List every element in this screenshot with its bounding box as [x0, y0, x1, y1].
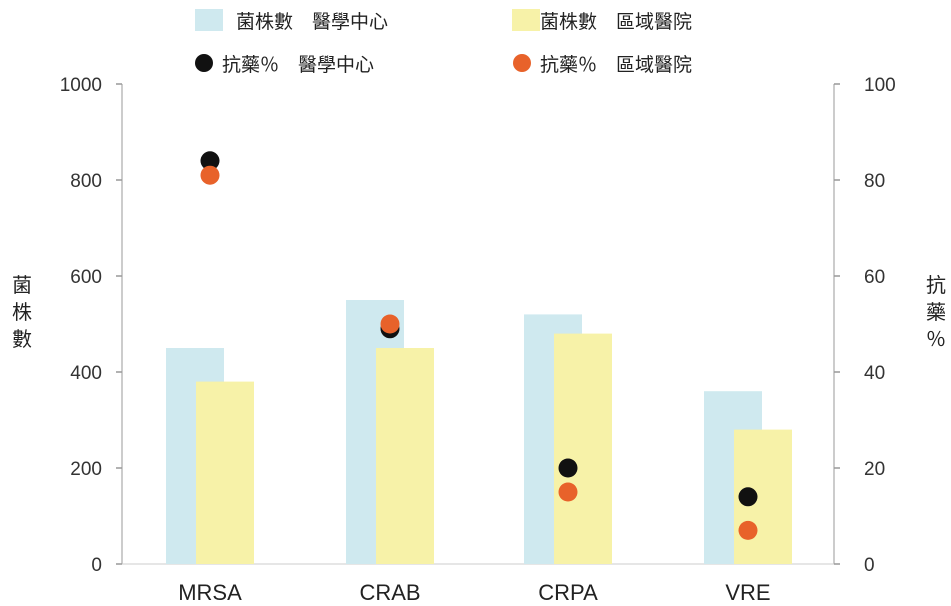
- right-tick-label: 80: [864, 171, 885, 192]
- bar-crpa-regional-hospital: [554, 333, 612, 564]
- point-crab-regional-hospital: [380, 314, 400, 334]
- legend-label-bar-medical-center: 菌株數 醫學中心: [236, 11, 388, 33]
- left-axis-ticks: 0 200 400 600 800 1000: [60, 75, 122, 576]
- right-tick-label: 0: [864, 555, 875, 576]
- left-tick-label: 600: [70, 267, 102, 288]
- point-crpa-regional-hospital: [558, 482, 578, 502]
- category-label: CRPA: [538, 580, 598, 605]
- legend-marker-point-regional-hospital: [513, 54, 531, 72]
- category-label: CRAB: [359, 580, 420, 605]
- point-crpa-medical-center: [558, 458, 578, 478]
- point-vre-medical-center: [738, 487, 758, 507]
- point-vre-regional-hospital: [738, 520, 758, 540]
- axis-title-char: 菌: [12, 273, 32, 297]
- left-tick-label: 400: [70, 363, 102, 384]
- bar-mrsa-regional-hospital: [196, 381, 254, 564]
- category-labels: MRSA CRAB CRPA VRE: [178, 580, 770, 605]
- legend-label-bar-regional-hospital: 菌株數 區域醫院: [540, 11, 692, 33]
- axis-title-char: 抗: [926, 273, 946, 297]
- legend-swatch-bar-regional-hospital: [512, 9, 540, 31]
- legend-swatch-bar-medical-center: [195, 9, 223, 31]
- legend-marker-point-medical-center: [195, 54, 213, 72]
- y2-axis-title: 抗藥 ％: [926, 273, 946, 351]
- left-tick-label: 0: [91, 555, 102, 576]
- right-tick-label: 40: [864, 363, 885, 384]
- left-tick-label: 1000: [60, 75, 102, 96]
- y-axis-title: 菌株數: [12, 273, 32, 351]
- legend: 菌株數 醫學中心 菌株數 區域醫院 抗藥％ 醫學中心 抗藥％ 區域醫院: [195, 9, 692, 76]
- legend-label-point-medical-center: 抗藥％ 醫學中心: [222, 54, 374, 76]
- left-tick-label: 800: [70, 171, 102, 192]
- axis-title-char: 藥: [926, 300, 946, 324]
- bar-crab-regional-hospital: [376, 348, 434, 564]
- right-axis-ticks: 0 20 40 60 80 100: [834, 75, 896, 576]
- left-tick-label: 200: [70, 459, 102, 480]
- point-mrsa-regional-hospital: [200, 165, 220, 185]
- points: [200, 151, 758, 540]
- axis-title-char: 數: [12, 327, 32, 351]
- point-mrsa-medical-center: [200, 151, 220, 171]
- legend-label-point-regional-hospital: 抗藥％ 區域醫院: [540, 54, 692, 76]
- right-tick-label: 20: [864, 459, 885, 480]
- category-label: MRSA: [178, 580, 242, 605]
- right-tick-label: 60: [864, 267, 885, 288]
- axis-title-char: ％: [926, 327, 946, 351]
- axis-title-char: 株: [12, 300, 32, 324]
- bars: [166, 300, 792, 564]
- category-label: VRE: [725, 580, 770, 605]
- right-tick-label: 100: [864, 75, 896, 96]
